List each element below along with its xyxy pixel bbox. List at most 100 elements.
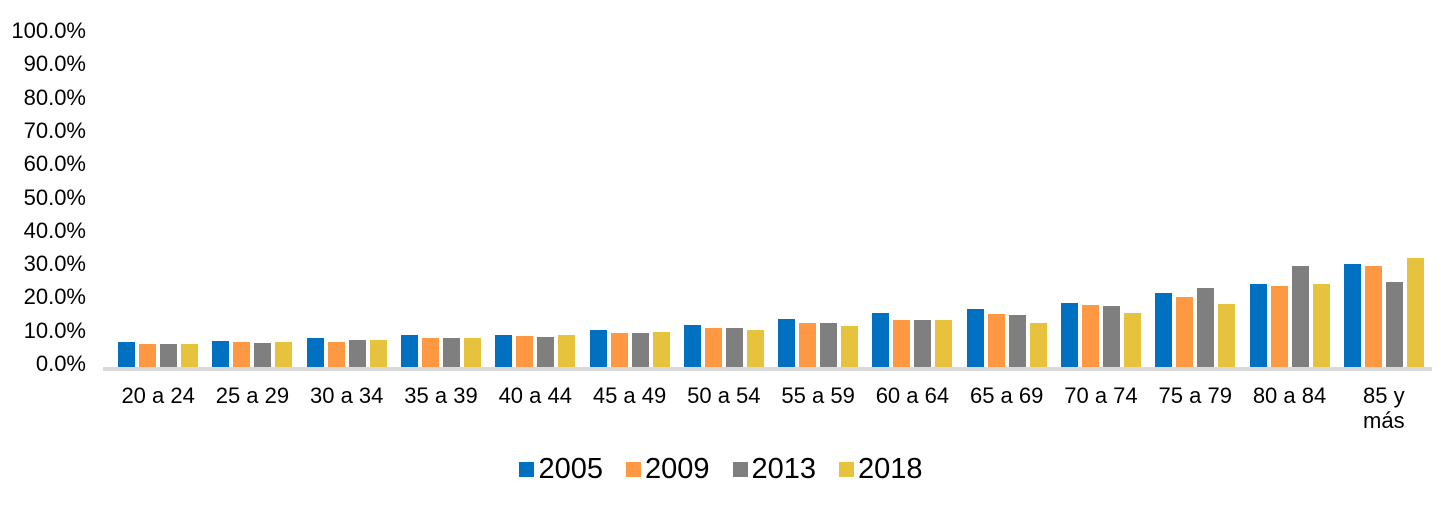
bar-2018: [1218, 304, 1236, 368]
legend-item-2009: 2009: [625, 452, 710, 486]
legend: 2005 2009 2013 2018: [0, 452, 1442, 486]
x-axis-label: 40 a 44: [498, 383, 572, 408]
bar-2013: [160, 344, 178, 368]
x-axis-label: 55 a 59: [781, 383, 855, 408]
bar-group: [582, 35, 676, 368]
bar-2013: [537, 337, 555, 368]
x-axis-label: 85 y más: [1363, 383, 1405, 433]
x-axis-label: 45 a 49: [592, 383, 667, 408]
legend-swatch-icon: [519, 461, 535, 477]
bar-2009: [1081, 305, 1099, 368]
bar-2018: [1312, 284, 1330, 368]
x-axis-label: 60 a 64: [875, 383, 950, 408]
bar-2005: [1343, 264, 1361, 368]
bar-group: [960, 35, 1054, 368]
bar-2018: [746, 330, 764, 368]
bar-2005: [683, 325, 701, 368]
bar-2005: [589, 330, 607, 368]
bar-2013: [254, 343, 272, 368]
bar-2013: [914, 320, 932, 368]
bar-2013: [1197, 288, 1215, 368]
y-axis-tick-label: 80.0%: [23, 84, 86, 110]
bar-2005: [1249, 284, 1267, 368]
bar-2005: [966, 309, 984, 368]
y-axis-tick-label: 50.0%: [23, 184, 86, 210]
y-axis-tick-label: 60.0%: [23, 151, 86, 177]
x-axis-line: [103, 367, 1432, 371]
x-axis-label: 20 a 24: [121, 383, 195, 408]
y-axis-tick-label: 20.0%: [23, 284, 86, 310]
bar-2009: [516, 336, 534, 368]
bar-2009: [327, 342, 345, 368]
y-axis-tick-label: 40.0%: [23, 217, 86, 243]
bar-group: [1337, 35, 1431, 368]
bar-2009: [893, 320, 911, 368]
bar-2005: [778, 319, 796, 368]
legend-swatch-icon: [625, 461, 641, 477]
x-axis-label: 30 a 34: [310, 383, 384, 408]
bar-2018: [369, 340, 387, 368]
bar-2005: [1155, 293, 1173, 368]
y-axis-tick-label: 100.0%: [11, 18, 86, 43]
y-axis-tick-label: 10.0%: [23, 317, 86, 343]
bar-2013: [1291, 266, 1309, 368]
bar-2009: [610, 333, 628, 368]
bar-2009: [799, 323, 817, 368]
bar-2005: [1060, 303, 1078, 368]
y-axis-tick-label: 90.0%: [23, 51, 86, 77]
legend-item-2013: 2013: [732, 452, 817, 486]
bar-2018: [652, 332, 670, 368]
legend-item-2018: 2018: [839, 452, 923, 486]
bar-2009: [1364, 266, 1382, 368]
legend-label: 2005: [538, 453, 603, 485]
bar-group: [488, 35, 582, 368]
x-axis-label: 35 a 39: [404, 383, 478, 408]
bar-2018: [1029, 323, 1047, 368]
bar-2005: [400, 335, 418, 368]
bar-2005: [212, 341, 230, 368]
bar-2009: [421, 338, 439, 368]
legend-label: 2018: [858, 453, 923, 485]
legend-item-2005: 2005: [519, 452, 603, 486]
bar-2013: [1102, 306, 1120, 368]
bar-2013: [631, 333, 649, 368]
bar-2009: [139, 344, 157, 368]
bar-group: [1054, 35, 1148, 368]
y-axis-tick-label: 30.0%: [23, 251, 86, 277]
bar-2009: [1176, 297, 1194, 368]
plot-area: [111, 35, 1431, 368]
bar-2009: [987, 314, 1005, 368]
x-axis-label: 65 a 69: [969, 383, 1044, 408]
bar-2013: [1385, 282, 1403, 368]
bar-2005: [495, 335, 513, 368]
x-axis-label: 75 a 79: [1158, 383, 1232, 408]
bar-2013: [820, 323, 838, 368]
bar-2013: [442, 338, 460, 368]
bar-2005: [306, 338, 324, 368]
legend-label: 2013: [751, 453, 817, 485]
bar-2018: [1406, 258, 1424, 368]
bar-group: [677, 35, 771, 368]
bar-2018: [1123, 313, 1141, 368]
bar-group: [1242, 35, 1336, 368]
bar-2005: [118, 342, 136, 368]
bar-group: [111, 35, 205, 368]
bar-group: [1148, 35, 1242, 368]
bar-group: [394, 35, 488, 368]
bar-2018: [275, 342, 293, 368]
bar-2018: [841, 326, 859, 368]
bar-2009: [704, 328, 722, 368]
bar-2018: [935, 320, 953, 368]
bar-2018: [463, 338, 481, 368]
x-axis-labels: 20 a 24 25 a 29 30 a 34 35 a 39 40 a 44 45 a …: [111, 383, 1431, 433]
bar-2013: [1008, 315, 1026, 368]
bar-2018: [558, 335, 576, 368]
bar-group: [205, 35, 299, 368]
x-axis-label: 50 a 54: [687, 383, 761, 408]
bar-2018: [181, 344, 199, 368]
x-axis-label: 80 a 84: [1252, 383, 1327, 408]
bar-group: [771, 35, 865, 368]
bar-2005: [872, 313, 890, 368]
bar-2009: [1270, 286, 1288, 368]
